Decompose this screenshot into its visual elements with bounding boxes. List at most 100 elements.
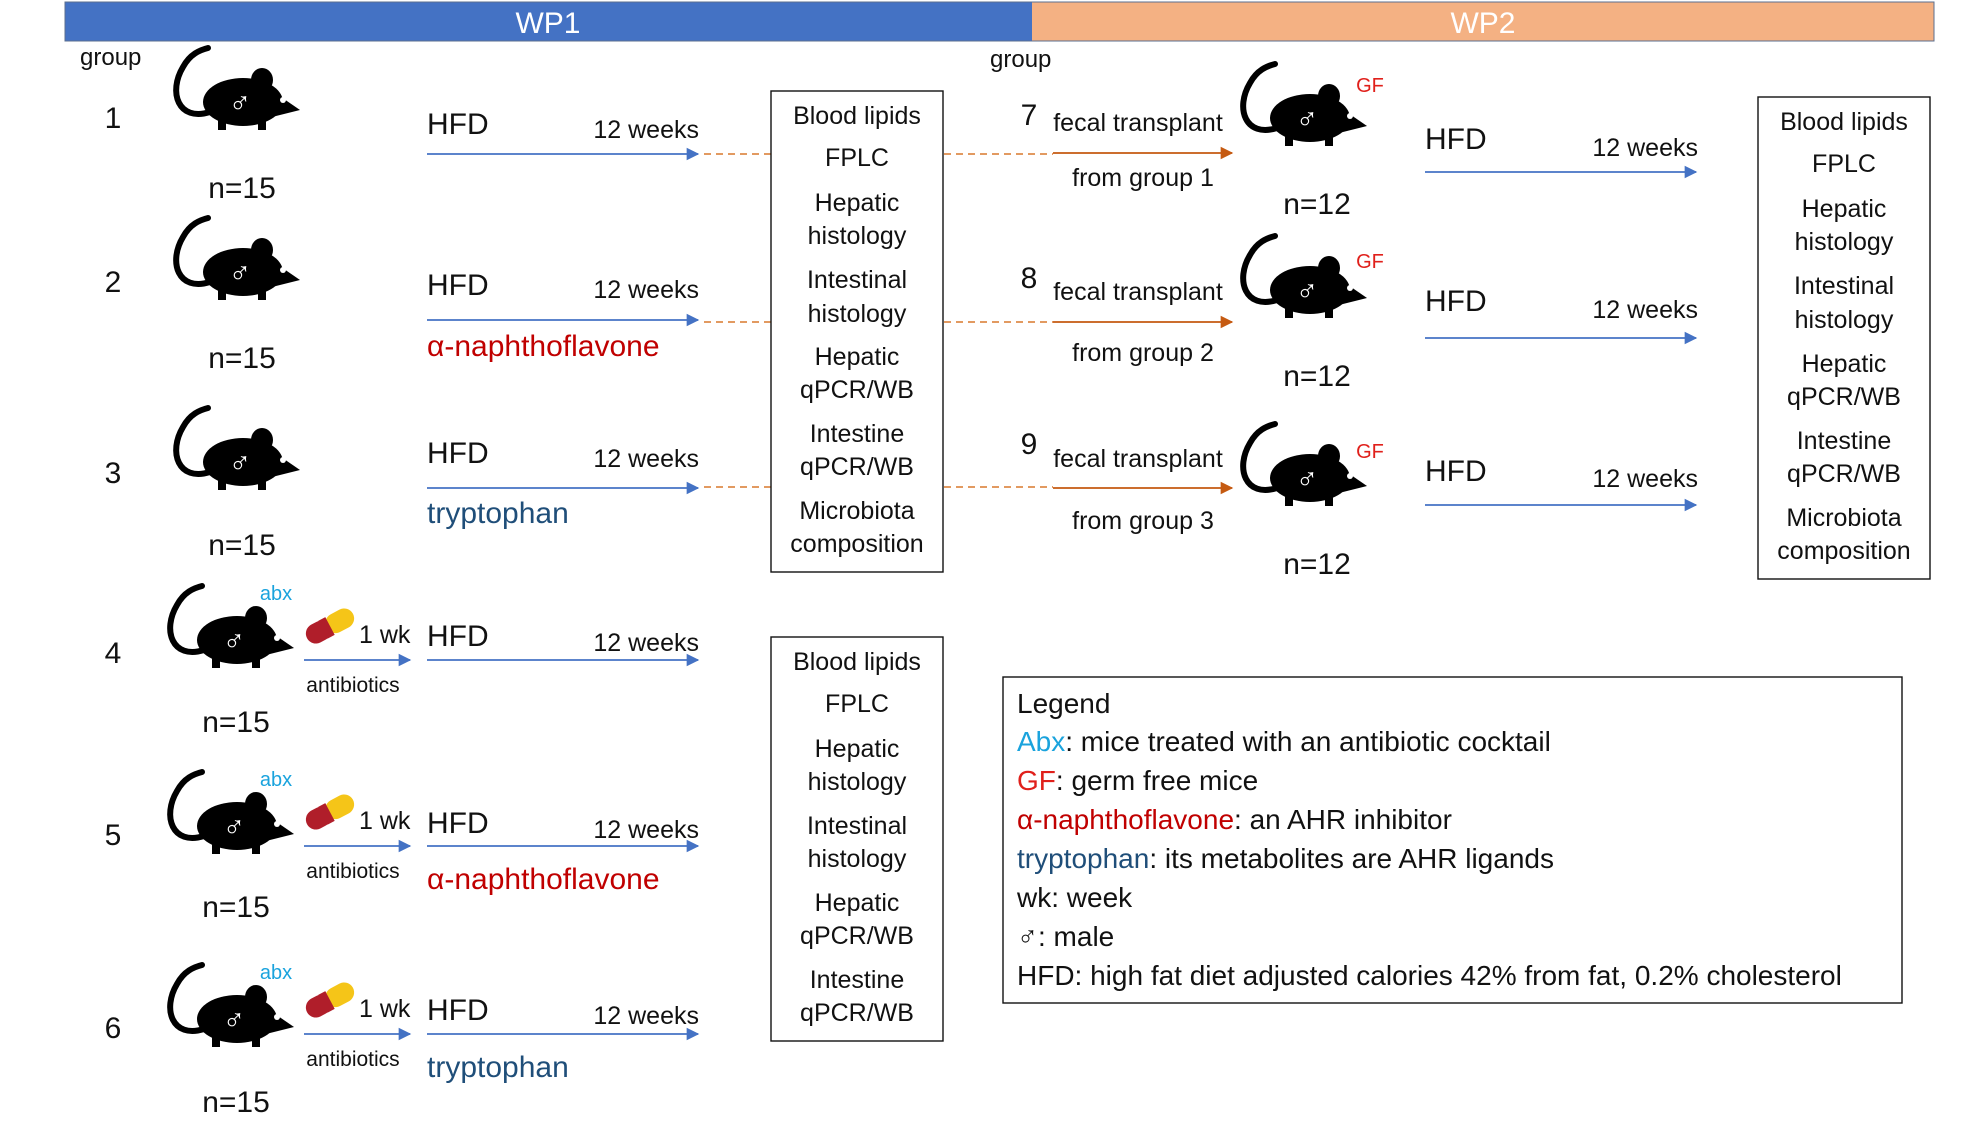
sample-size: n=15: [202, 706, 270, 739]
transplant-label: fecal transplant: [1053, 109, 1223, 137]
diet-label: HFD: [427, 807, 489, 840]
antibiotic-pill-icon: [305, 794, 355, 830]
mouse-ear: [251, 68, 273, 92]
measure-line: Intestine: [1797, 427, 1892, 455]
duration-label: 12 weeks: [593, 116, 699, 144]
mouse-eye: [274, 821, 280, 827]
diet-label: HFD: [427, 108, 489, 141]
pill-seam: [318, 803, 335, 825]
measure-line: histology: [808, 300, 907, 328]
group-number: 6: [105, 1012, 122, 1045]
mouse-foot: [252, 658, 260, 668]
mouse-icon: ♂: [167, 769, 294, 854]
abx-badge: abx: [260, 962, 292, 984]
mouse-head: [268, 448, 300, 478]
group-number: 4: [105, 637, 122, 670]
mouse-head: [268, 88, 300, 118]
group-column-label-wp1: group: [80, 44, 141, 71]
duration-label: 12 weeks: [593, 816, 699, 844]
mouse-foot: [218, 290, 226, 300]
duration-label: 12 weeks: [1592, 465, 1698, 493]
duration-label: 12 weeks: [593, 1002, 699, 1030]
legend-text: : its metabolites are AHR ligands: [1149, 843, 1554, 874]
mouse-foot: [1325, 496, 1333, 506]
measure-line: histology: [808, 845, 907, 873]
pill-yellow-half: [325, 982, 355, 1008]
group-number: 2: [105, 266, 122, 299]
measures-box-wp1-bottom-frame: [770, 636, 944, 1042]
diet-label: HFD: [1425, 455, 1487, 488]
mouse-tail: [167, 583, 207, 655]
male-symbol-icon: ♂: [1296, 103, 1319, 136]
mouse-foot: [1325, 308, 1333, 318]
sample-size: n=15: [202, 891, 270, 924]
mouse-ear: [245, 985, 267, 1009]
male-symbol-icon: ♂: [1296, 463, 1319, 496]
mouse-foot: [258, 480, 266, 490]
duration-label: 12 weeks: [593, 276, 699, 304]
measures-box-wp2: Blood lipids FPLC Hepatic histology Intestin…: [1757, 96, 1931, 580]
germ-free-mouse-icon: ♂: [1240, 61, 1367, 146]
pretreatment-label: antibiotics: [306, 860, 399, 883]
legend-text: wk: week: [1016, 882, 1133, 913]
measure-line: Hepatic: [815, 189, 900, 217]
measure-line: FPLC: [1812, 150, 1876, 178]
measure-line: qPCR/WB: [1787, 460, 1901, 488]
pill-seam: [318, 617, 335, 639]
legend-key: tryptophan: [1017, 843, 1149, 874]
legend-text: : an AHR inhibitor: [1234, 804, 1452, 835]
measure-line: Hepatic: [1802, 195, 1887, 223]
mouse-tail: [1240, 233, 1280, 305]
legend-key: Abx: [1017, 726, 1065, 757]
pretreatment-duration: 1 wk: [359, 621, 411, 649]
mouse-eye: [274, 1014, 280, 1020]
mouse-ear: [251, 428, 273, 452]
duration-label: 12 weeks: [593, 445, 699, 473]
legend-key: GF: [1017, 765, 1056, 796]
mouse-head: [268, 258, 300, 288]
measure-line: Hepatic: [815, 889, 900, 917]
measure-line: Hepatic: [815, 735, 900, 763]
measure-line: Microbiota: [1786, 504, 1901, 532]
male-symbol-icon: ♂: [223, 811, 246, 844]
male-symbol-icon: ♂: [1296, 275, 1319, 308]
mouse-foot: [218, 480, 226, 490]
measure-line: histology: [1795, 228, 1894, 256]
mouse-ear: [251, 238, 273, 262]
measure-line: qPCR/WB: [800, 453, 914, 481]
mouse-tail: [173, 215, 213, 287]
sample-size: n=15: [208, 342, 276, 375]
duration-label: 12 weeks: [1592, 134, 1698, 162]
germ-free-mouse-icon: ♂: [1240, 233, 1367, 318]
transplant-label: fecal transplant: [1053, 278, 1223, 306]
mouse-foot: [252, 844, 260, 854]
legend-item: Abx: mice treated with an antibiotic coc…: [1017, 726, 1551, 757]
legend-item: α-naphthoflavone: an AHR inhibitor: [1017, 804, 1452, 835]
transplant-source: from group 3: [1072, 507, 1214, 535]
agent-label: α-naphthoflavone: [427, 863, 660, 896]
legend-text: HFD: high fat diet adjusted calories 42%…: [1017, 960, 1842, 991]
legend-item: ♂: male: [1017, 921, 1114, 952]
group-number: 8: [1021, 262, 1038, 295]
measure-line: Hepatic: [815, 343, 900, 371]
sample-size: n=15: [202, 1086, 270, 1119]
measure-line: histology: [1795, 306, 1894, 334]
measure-line: Microbiota: [799, 497, 914, 525]
measure-line: Blood lipids: [1780, 108, 1908, 136]
group-number: 7: [1021, 99, 1038, 132]
measure-line: Intestinal: [807, 266, 907, 294]
legend-item: wk: week: [1016, 882, 1133, 913]
legend-text: : germ free mice: [1056, 765, 1258, 796]
group-number: 3: [105, 457, 122, 490]
measure-line: FPLC: [825, 690, 889, 718]
mouse-foot: [1285, 308, 1293, 318]
measure-line: Intestine: [810, 966, 905, 994]
germ-free-mouse-icon: ♂: [1240, 421, 1367, 506]
measure-line: Intestinal: [1794, 272, 1894, 300]
mouse-eye: [1347, 473, 1353, 479]
mouse-foot: [1285, 136, 1293, 146]
mouse-tail: [167, 962, 207, 1034]
measure-line: qPCR/WB: [1787, 383, 1901, 411]
